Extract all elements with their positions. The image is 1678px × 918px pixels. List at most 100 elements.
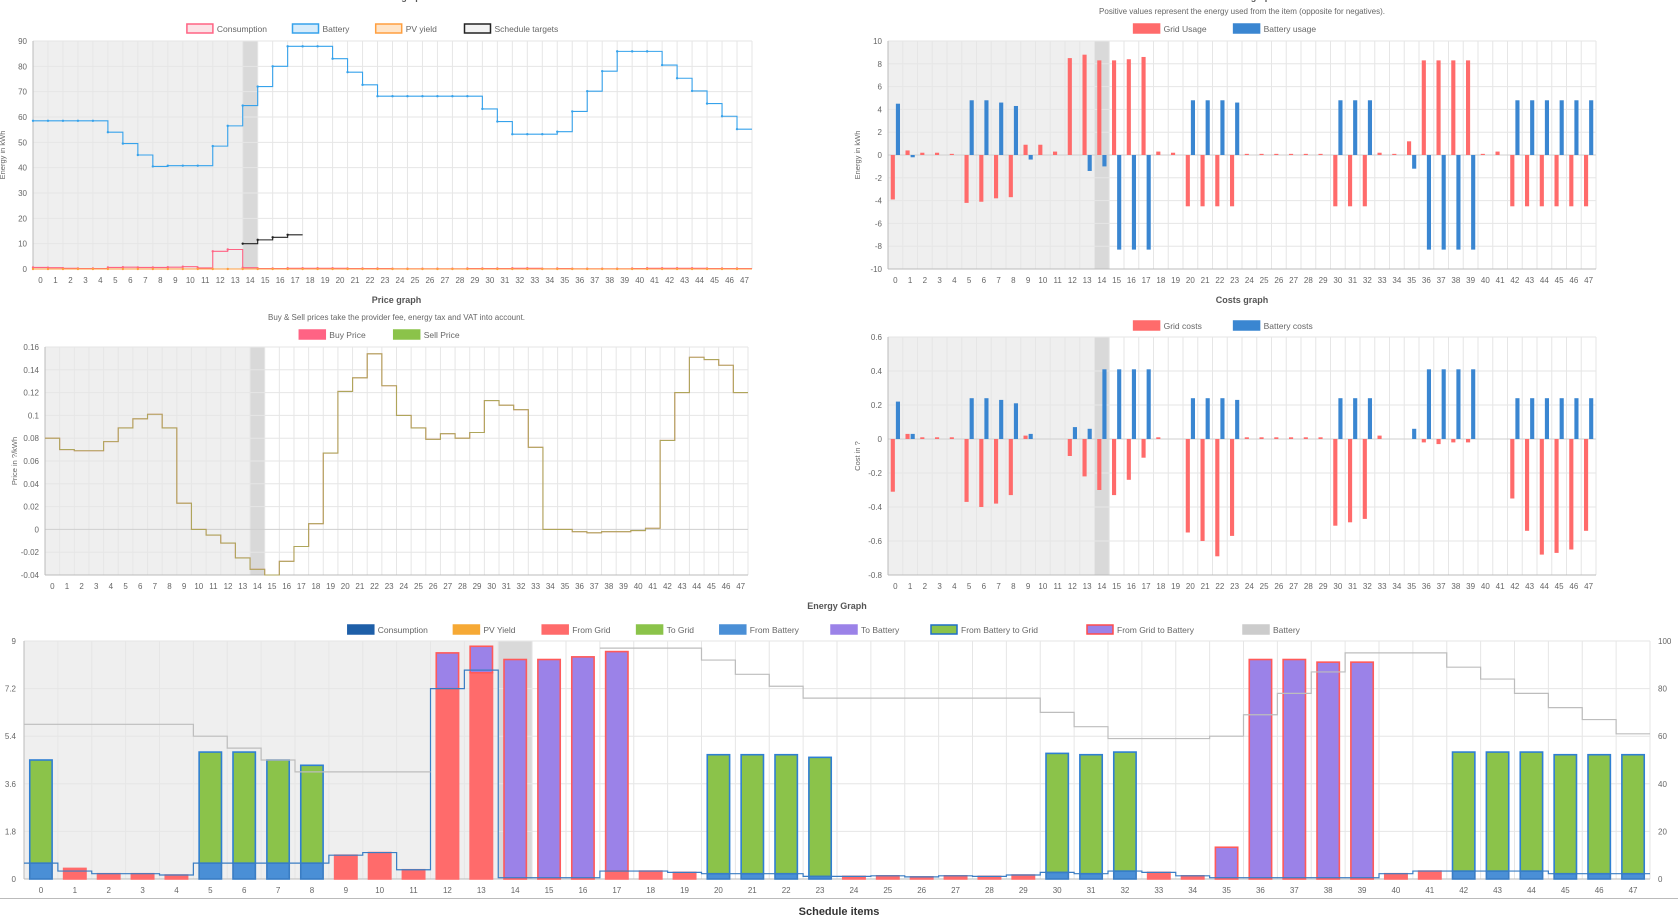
schedule-x-tick: 40 xyxy=(1481,276,1490,285)
overview-point xyxy=(166,266,170,269)
overview-y-tick: 30 xyxy=(18,189,27,198)
energy-legend-label: To Battery xyxy=(861,625,900,635)
schedule-bar-grid-usage xyxy=(1539,155,1544,207)
energy-x-tick: 2 xyxy=(106,886,111,895)
costs-bar-grid-costs xyxy=(1185,439,1190,533)
energy-legend-label: PV Yield xyxy=(483,625,515,635)
schedule-bar-battery-usage xyxy=(1456,155,1461,250)
overview-point xyxy=(286,45,289,48)
price-x-tick: 9 xyxy=(182,582,187,591)
price-x-tick: 13 xyxy=(238,582,247,591)
price-y-tick: -0.04 xyxy=(21,571,40,580)
overview-x-tick: 26 xyxy=(425,276,434,285)
price-y-label: Price in ?/kWh xyxy=(10,437,19,485)
energy-bar-from-grid xyxy=(367,851,392,880)
overview-point xyxy=(136,153,140,157)
overview-point xyxy=(211,250,214,253)
costs-bar-grid-costs xyxy=(1274,437,1279,439)
energy-bar-from-grid-to-battery xyxy=(1214,846,1239,880)
costs-legend-swatch xyxy=(1232,320,1261,331)
overview-y-tick: 40 xyxy=(18,164,27,173)
energy-x-tick: 37 xyxy=(1290,886,1299,895)
price-x-tick: 45 xyxy=(707,582,716,591)
price-x-tick: 33 xyxy=(531,582,540,591)
schedule-x-tick: 46 xyxy=(1569,276,1578,285)
costs-bar-battery-costs xyxy=(1131,369,1137,439)
costs-x-tick: 37 xyxy=(1437,582,1446,591)
schedule-y-tick: 6 xyxy=(878,83,883,92)
energy-bar-from-grid xyxy=(96,872,121,880)
overview-y-tick: 60 xyxy=(18,113,27,122)
overview-x-tick: 19 xyxy=(321,276,330,285)
costs-x-tick: 46 xyxy=(1569,582,1578,591)
schedule-bar-battery-usage xyxy=(1515,100,1520,155)
price-y-tick: -0.02 xyxy=(21,548,40,557)
schedule-bar-grid-usage xyxy=(1318,153,1323,155)
price-legend-label: Buy Price xyxy=(329,330,366,340)
costs-y-tick: 0.4 xyxy=(871,367,883,376)
energy-bar-from-battery-to-grid xyxy=(1587,753,1612,875)
costs-bar-grid-costs xyxy=(1333,439,1338,526)
energy-legend-label: Consumption xyxy=(378,625,428,635)
price-x-tick: 41 xyxy=(648,582,657,591)
price-series-sell-price xyxy=(45,353,748,576)
price-x-tick: 30 xyxy=(487,582,496,591)
energy-legend-swatch xyxy=(541,624,569,635)
energy-x-tick: 13 xyxy=(477,886,486,895)
overview-point xyxy=(361,267,364,271)
overview-x-tick: 38 xyxy=(605,276,614,285)
price-x-tick: 8 xyxy=(167,582,172,591)
costs-bar-grid-costs xyxy=(1554,439,1559,553)
price-x-tick: 17 xyxy=(297,582,306,591)
overview-x-tick: 25 xyxy=(411,276,420,285)
energy-x-tick: 5 xyxy=(208,886,213,895)
overview-x-tick: 3 xyxy=(83,276,88,285)
price-x-tick: 22 xyxy=(370,582,379,591)
schedule-x-tick: 10 xyxy=(1038,276,1047,285)
overview-y-tick: 10 xyxy=(18,240,27,249)
energy-x-tick: 31 xyxy=(1087,886,1096,895)
energy-y2-tick: 100 xyxy=(1658,637,1672,646)
energy-x-tick: 44 xyxy=(1527,886,1536,895)
costs-x-tick: 33 xyxy=(1378,582,1387,591)
energy-bar-from-battery-to-grid xyxy=(1621,753,1646,875)
costs-bar-battery-costs xyxy=(910,433,915,439)
overview-point xyxy=(211,144,214,148)
overview-point xyxy=(436,95,439,98)
costs-x-tick: 45 xyxy=(1555,582,1564,591)
costs-x-tick: 2 xyxy=(923,582,928,591)
overview-point xyxy=(241,104,244,107)
energy-bar-from-battery-to-grid xyxy=(1519,751,1544,872)
overview-point xyxy=(316,267,319,271)
energy-bar-from-battery xyxy=(198,862,223,880)
costs-bar-grid-costs xyxy=(1569,439,1574,550)
energy-legend-swatch xyxy=(635,624,664,635)
schedule-bar-grid-usage xyxy=(1082,54,1087,155)
price-y-tick: 0.16 xyxy=(23,343,39,352)
costs-bar-grid-costs xyxy=(993,439,999,504)
costs-bar-grid-costs xyxy=(1141,439,1146,458)
overview-point xyxy=(181,164,184,167)
overview-point xyxy=(271,65,274,68)
schedule-items-heading: Schedule items xyxy=(798,906,880,918)
overview-point xyxy=(61,119,65,123)
energy-bar-from-grid xyxy=(638,870,663,880)
energy-bar-from-grid xyxy=(604,870,629,880)
energy-x-tick: 42 xyxy=(1459,886,1468,895)
costs-x-tick: 26 xyxy=(1274,582,1283,591)
costs-y-tick: -0.2 xyxy=(868,469,882,478)
schedule-x-tick: 32 xyxy=(1363,276,1372,285)
overview-legend-swatch xyxy=(374,23,403,34)
price-title: Price graph xyxy=(372,295,422,305)
overview-point xyxy=(256,85,259,88)
energy-x-tick: 22 xyxy=(782,886,791,895)
costs-y-tick: -0.8 xyxy=(868,571,882,580)
schedule-bar-battery-usage xyxy=(1013,105,1019,155)
schedule-y-tick: 8 xyxy=(878,60,883,69)
overview-point xyxy=(91,119,95,123)
schedule-x-tick: 8 xyxy=(1011,276,1016,285)
costs-bar-grid-costs xyxy=(890,439,895,492)
schedule-y-tick: 0 xyxy=(878,151,883,160)
overview-legend-label: Schedule targets xyxy=(495,24,559,34)
costs-bar-grid-costs xyxy=(1111,439,1117,496)
